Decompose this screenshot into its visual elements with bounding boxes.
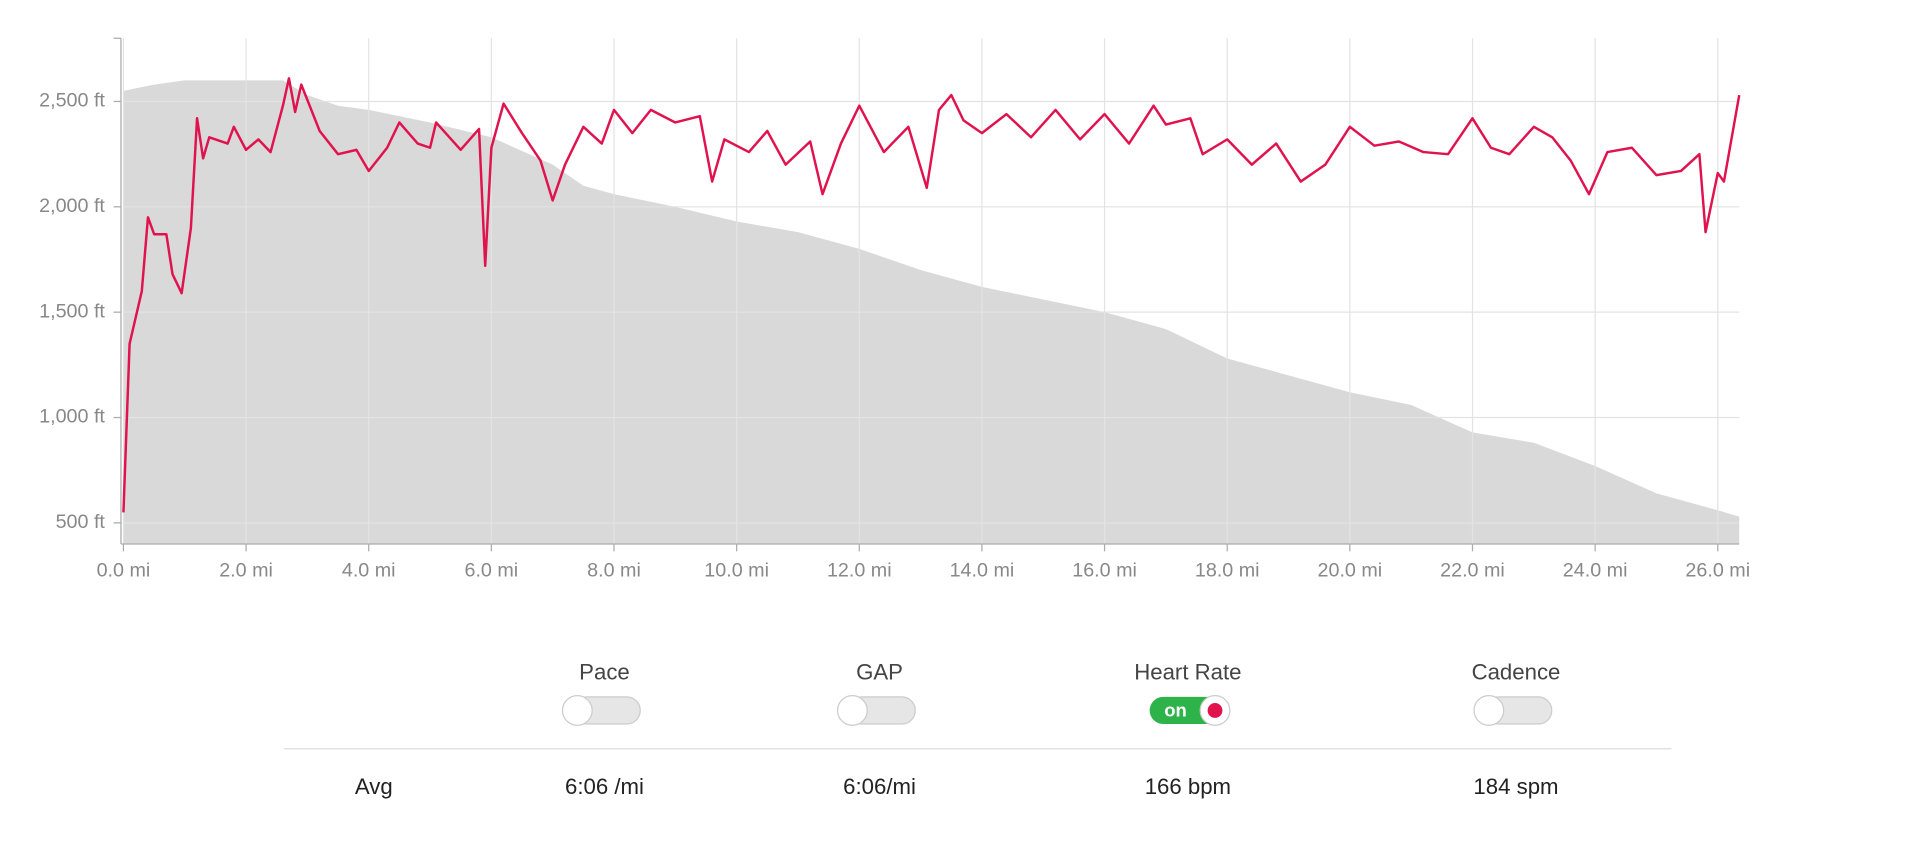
x-tick-label: 24.0 mi xyxy=(1563,559,1628,581)
stats-label: Avg xyxy=(355,774,393,799)
control-label: Pace xyxy=(579,659,630,684)
x-tick-label: 2.0 mi xyxy=(219,559,273,581)
x-tick-label: 0.0 mi xyxy=(97,559,151,581)
stats-value: 6:06 /mi xyxy=(565,774,644,799)
stats-value: 184 spm xyxy=(1473,774,1558,799)
toggle-dot xyxy=(1207,703,1223,718)
x-tick-label: 8.0 mi xyxy=(587,559,641,581)
x-tick-label: 26.0 mi xyxy=(1685,559,1750,581)
toggle-knob[interactable] xyxy=(1473,695,1505,726)
heart-rate-line xyxy=(122,77,1741,513)
x-tick-label: 6.0 mi xyxy=(465,559,519,581)
y-tick-label: 1,500 ft xyxy=(39,300,105,322)
stats-value: 166 bpm xyxy=(1145,774,1231,799)
control-label: GAP xyxy=(856,659,903,684)
y-tick-label: 2,500 ft xyxy=(39,90,105,112)
stats-value: 6:06/mi xyxy=(843,774,916,799)
y-tick-label: 2,000 ft xyxy=(39,195,105,217)
toggle-state: on xyxy=(1164,700,1187,721)
y-tick-label: 1,000 ft xyxy=(39,406,105,428)
x-tick-label: 14.0 mi xyxy=(950,559,1015,581)
toggle-knob[interactable] xyxy=(561,695,593,726)
y-tick-label: 500 ft xyxy=(56,511,106,533)
x-tick-label: 20.0 mi xyxy=(1318,559,1383,581)
x-tick-label: 22.0 mi xyxy=(1440,559,1505,581)
x-tick-label: 12.0 mi xyxy=(827,559,892,581)
control-label: Cadence xyxy=(1472,659,1561,684)
x-tick-label: 16.0 mi xyxy=(1072,559,1137,581)
toggle-knob[interactable] xyxy=(836,695,868,726)
x-tick-label: 4.0 mi xyxy=(342,559,396,581)
control-label: Heart Rate xyxy=(1134,659,1241,684)
x-tick-label: 10.0 mi xyxy=(704,559,769,581)
x-tick-label: 18.0 mi xyxy=(1195,559,1260,581)
